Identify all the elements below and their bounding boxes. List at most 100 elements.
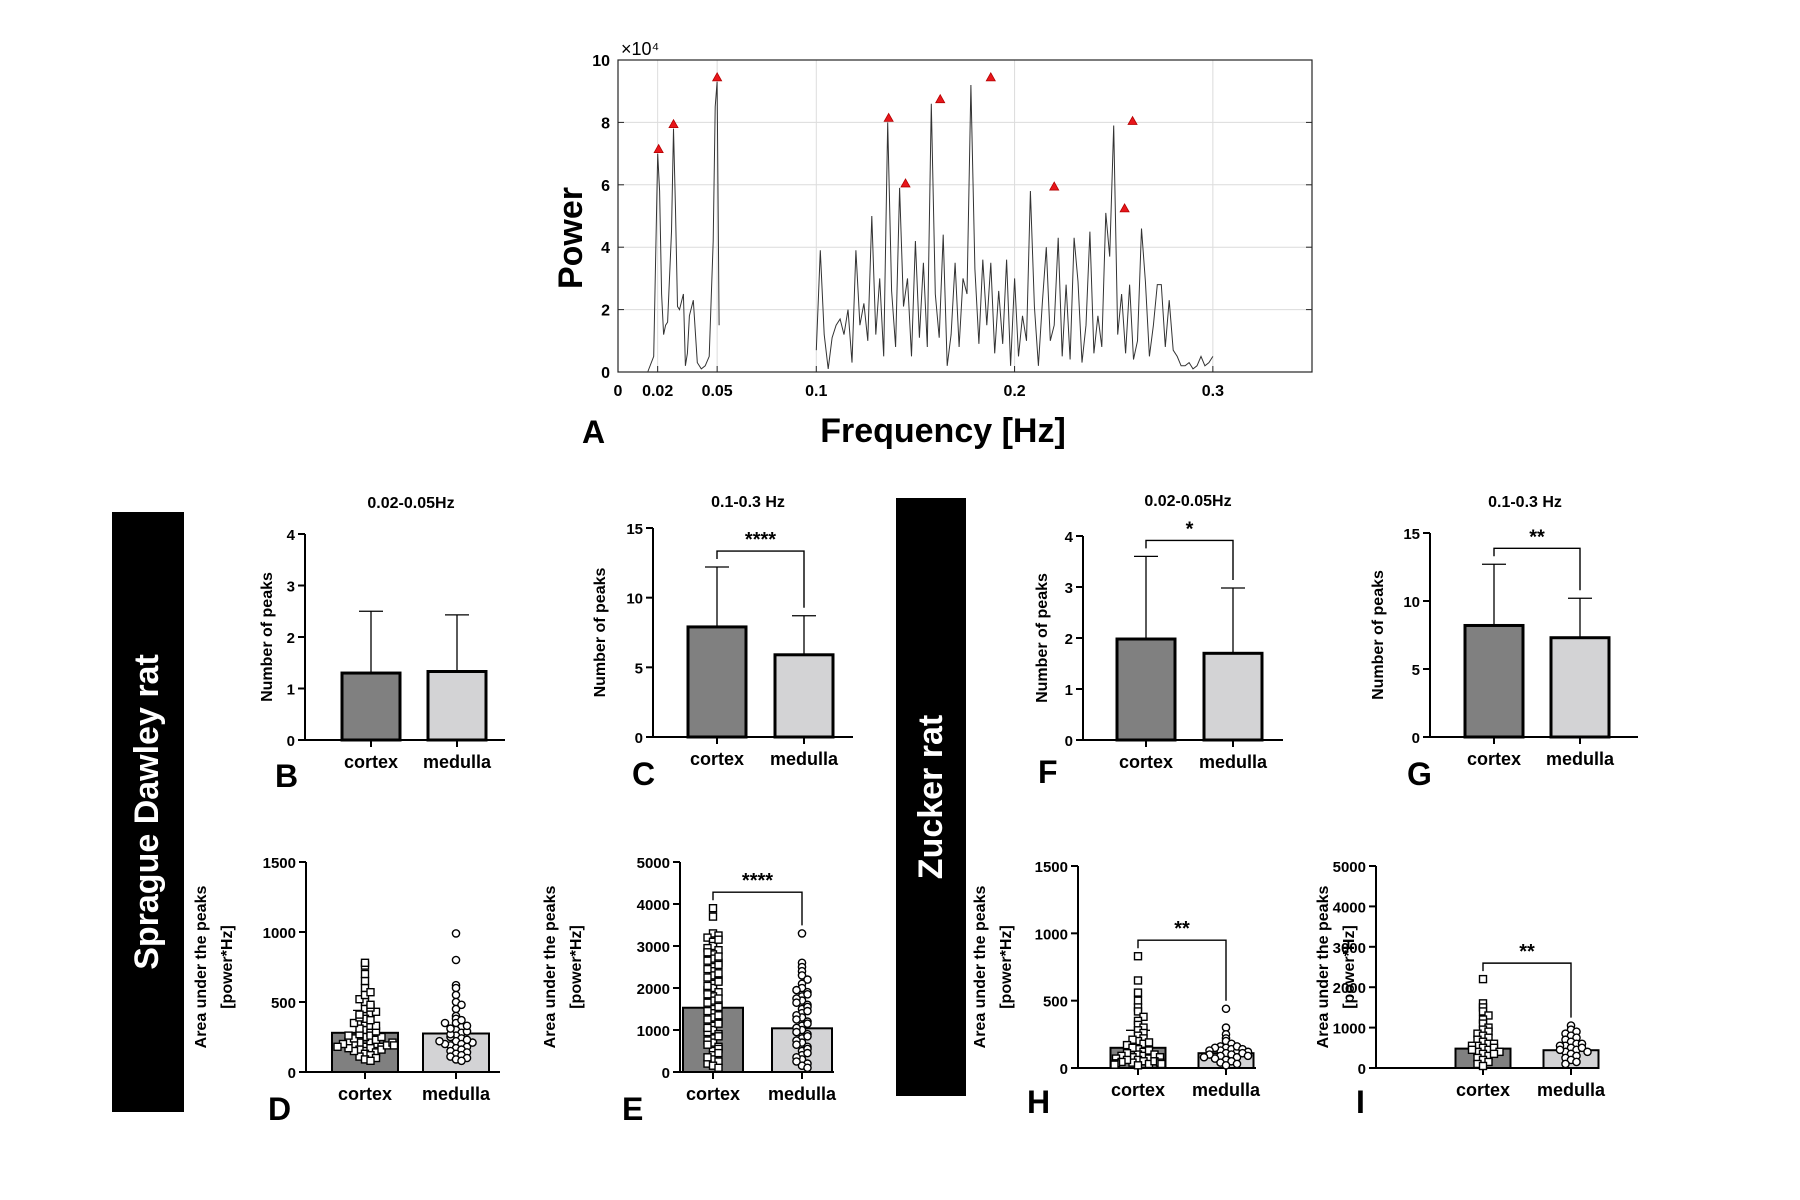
- x-tick-label: 0.05: [702, 383, 733, 400]
- data-point-medulla: [451, 929, 461, 938]
- y-tick-label: 10: [1403, 594, 1420, 611]
- y-tick-label: 6: [601, 178, 610, 195]
- data-point-cortex: [366, 1056, 375, 1066]
- x-category-label: medulla: [770, 749, 839, 769]
- panel-a-xlabel: Frequency [Hz]: [820, 412, 1066, 450]
- data-point-cortex: [703, 1053, 712, 1062]
- significance-bracket: [1145, 539, 1234, 581]
- panel-i: I Area under the peaks [power*Hz] 0 1000 2000…: [1315, 859, 1606, 1120]
- bar-medulla: [1202, 651, 1264, 742]
- bar-panels: B 0.02-0.05Hz Number of peaks 0 1 2 3 4 cortex me…: [259, 493, 1638, 794]
- data-point-cortex: [1133, 988, 1143, 997]
- y-tick-label: 500: [271, 995, 296, 1012]
- y-axis-label: Number of peaks: [1034, 573, 1051, 703]
- y-tick-label: 3000: [637, 939, 670, 956]
- x-tick-label: 0: [614, 383, 623, 400]
- data-point-medulla: [803, 1019, 812, 1029]
- y-tick-label: 2: [1065, 631, 1073, 648]
- bar-cortex: [1115, 637, 1177, 742]
- y-tick-label: 4: [1065, 529, 1074, 546]
- bar-medulla: [1549, 636, 1611, 739]
- data-point-cortex: [366, 1000, 375, 1009]
- y-tick-label: 1000: [1333, 1021, 1366, 1038]
- y-tick-label: 10: [626, 591, 643, 608]
- data-point-cortex: [1133, 1061, 1143, 1070]
- y-tick-label: 4: [601, 240, 610, 257]
- data-point-cortex: [714, 960, 723, 970]
- data-point-medulla: [462, 1021, 472, 1031]
- data-point-medulla: [797, 929, 807, 938]
- data-point-cortex: [377, 1032, 386, 1042]
- y-tick-label: 5000: [1333, 859, 1366, 876]
- data-point-cortex: [714, 994, 723, 1003]
- data-point-cortex: [703, 1015, 712, 1024]
- data-point-cortex: [344, 1031, 353, 1040]
- data-point-medulla: [797, 971, 807, 980]
- panel-letter-e: E: [622, 1091, 643, 1127]
- y-tick-label: 3: [287, 579, 295, 596]
- data-point-cortex: [714, 1011, 723, 1020]
- data-point-medulla: [803, 1048, 812, 1058]
- y-axis-label: Area under the peaks: [972, 886, 989, 1049]
- data-point-cortex: [349, 1018, 359, 1028]
- data-point-medulla: [451, 1004, 461, 1014]
- data-point-cortex: [714, 1063, 723, 1073]
- y-tick-label: 1000: [637, 1023, 670, 1040]
- x-tick-label: 0.2: [1003, 383, 1025, 400]
- panel-letter-g: G: [1407, 756, 1432, 792]
- panel-b: B 0.02-0.05Hz Number of peaks 0 1 2 3 4 cortex me…: [259, 495, 505, 794]
- data-point-cortex: [1128, 1035, 1137, 1044]
- y-tick-label: 1500: [1035, 859, 1068, 876]
- data-point-medulla: [792, 1057, 801, 1066]
- panel-d: D Area under the peaks [power*Hz] 0 500 1000 1…: [193, 855, 500, 1127]
- x-category-label: cortex: [690, 749, 744, 769]
- y-tick-label: 10: [592, 53, 610, 70]
- x-tick-label: 0.02: [642, 383, 673, 400]
- significance-label: **: [1529, 526, 1545, 548]
- data-point-medulla: [1561, 1059, 1570, 1069]
- data-point-medulla: [1199, 1052, 1209, 1062]
- peak-marker: [900, 178, 911, 188]
- data-point-medulla: [1555, 1045, 1565, 1055]
- data-point-cortex: [714, 952, 723, 961]
- data-point-cortex: [355, 995, 364, 1004]
- data-point-medulla: [792, 1027, 801, 1037]
- data-point-cortex: [1144, 1038, 1154, 1047]
- panel-letter-h: H: [1027, 1084, 1050, 1120]
- y-axis-label-units: [power*Hz]: [1341, 925, 1358, 1009]
- x-category-label: medulla: [1199, 752, 1268, 772]
- significance-label: ****: [745, 529, 776, 551]
- data-point-cortex: [1133, 952, 1143, 961]
- data-point-cortex: [371, 1021, 381, 1030]
- data-point-cortex: [703, 933, 712, 942]
- significance-bracket: [1482, 962, 1572, 1018]
- data-point-cortex: [1467, 1045, 1477, 1055]
- panel-title: 0.02-0.05Hz: [1144, 493, 1231, 510]
- data-point-cortex: [371, 1007, 381, 1016]
- panel-letter-i: I: [1356, 1084, 1365, 1120]
- peak-marker: [711, 72, 723, 82]
- y-tick-label: 5: [1412, 662, 1420, 679]
- data-point-cortex: [1128, 1043, 1137, 1053]
- data-point-medulla: [803, 990, 812, 999]
- x-category-label: medulla: [768, 1084, 837, 1104]
- data-point-cortex: [703, 973, 712, 982]
- data-point-cortex: [1110, 1060, 1119, 1069]
- data-point-medulla: [457, 1056, 466, 1066]
- y-axis-label: Area under the peaks: [1315, 886, 1332, 1049]
- y-tick-label: 0: [1412, 730, 1420, 747]
- data-point-medulla: [451, 983, 461, 993]
- y-tick-label: 2: [287, 630, 295, 647]
- panel-letter-b: B: [275, 758, 298, 794]
- y-axis-label: Number of peaks: [1370, 570, 1387, 700]
- panel-f: F 0.02-0.05Hz Number of peaks 0 1 2 3 4 cortex me…: [1034, 493, 1283, 790]
- bar-cortex: [686, 625, 748, 739]
- x-category-label: cortex: [1456, 1080, 1510, 1100]
- y-tick-label: 1000: [263, 925, 296, 942]
- peak-marker: [668, 118, 679, 129]
- panel-a-exponent: ×10⁴: [621, 39, 659, 59]
- panel-letter-f: F: [1038, 754, 1058, 790]
- data-point-cortex: [360, 958, 370, 967]
- data-point-cortex: [333, 1042, 342, 1052]
- y-axis-label-units: [power*Hz]: [568, 925, 585, 1009]
